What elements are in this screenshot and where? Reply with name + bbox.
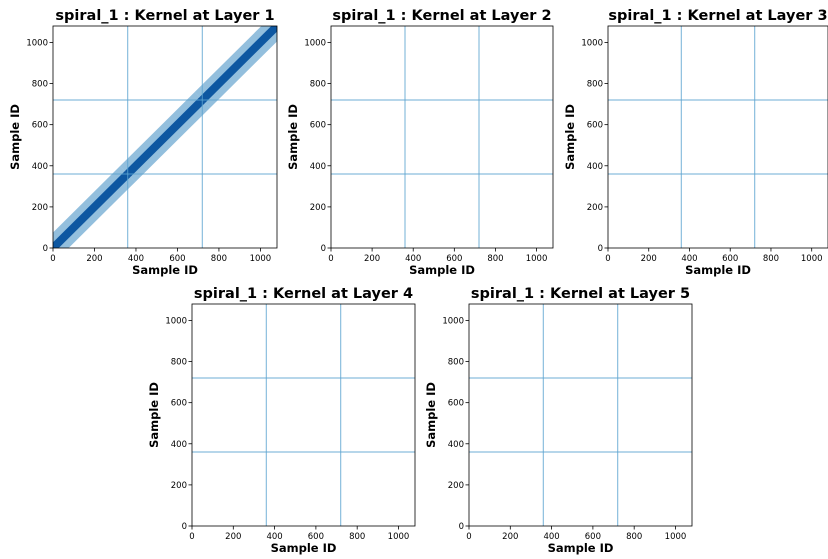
x-tick-label: 200 [364,254,380,264]
axes-frame [52,25,278,249]
y-tick-label: 200 [171,481,187,491]
y-tick-label: 1000 [26,38,48,48]
x-tick-label: 800 [487,254,503,264]
y-tick-label: 200 [310,203,326,213]
axes-frame [607,25,828,249]
x-axis-label: Sample ID [685,263,751,277]
y-tick-label: 400 [310,162,326,172]
x-tick-label: 200 [86,254,102,264]
diagonal-band-core [199,26,277,103]
axes-frame [330,25,554,249]
x-tick-label: 200 [502,532,518,542]
heatmap-panel-1: 0 200 400 600 800 1000 0 200 400 600 800 1000 spiral… [8,8,278,277]
y-tick-label: 800 [448,358,464,368]
y-tick-label: 400 [32,162,48,172]
x-axis-label: Sample ID [271,541,337,555]
y-tick-label: 0 [182,522,187,532]
heatmap-cells [608,26,828,248]
y-tick-label: 400 [171,440,187,450]
y-tick-label: 400 [448,440,464,450]
y-axis-label: Sample ID [286,104,300,170]
chart-title: spiral_1 : Kernel at Layer 5 [471,286,690,302]
x-tick-label: 1000 [665,532,687,542]
x-tick-label: 1000 [801,254,823,264]
heatmap-panel-5: 0 200 400 600 800 1000 0 200 400 600 800 1000 spiral… [424,286,693,555]
heatmap-panel-3: 0 200 400 600 800 1000 0 200 400 600 800 1000 spiral… [563,8,828,277]
heatmap-cells [331,26,553,248]
y-tick-label: 1000 [442,316,464,326]
x-tick-label: 800 [349,532,365,542]
y-axis-label: Sample ID [563,104,577,170]
y-tick-label: 800 [310,80,326,90]
heatmap-panel-2: 0 200 400 600 800 1000 0 200 400 600 800 1000 spiral… [286,8,554,277]
axes-frame [468,303,693,527]
x-tick-label: 400 [543,532,559,542]
diagonal-band-core [124,97,206,177]
y-tick-label: 800 [587,80,603,90]
x-tick-label: 0 [466,532,471,542]
y-tick-label: 1000 [581,38,603,48]
x-tick-label: 600 [169,254,185,264]
y-axis-label: Sample ID [8,104,22,170]
axes-frame [191,303,416,527]
heatmap-cells [469,304,692,526]
x-tick-label: 1000 [250,254,272,264]
y-axis-label: Sample ID [424,382,438,448]
x-tick-label: 200 [225,532,241,542]
x-tick-label: 0 [605,254,610,264]
heatmap-cells [53,26,277,248]
heatmap-cells [192,304,415,526]
y-tick-label: 600 [310,121,326,131]
y-tick-label: 600 [171,399,187,409]
x-tick-label: 800 [626,532,642,542]
y-tick-label: 400 [587,162,603,172]
x-axis-label: Sample ID [409,263,475,277]
y-tick-label: 0 [321,244,326,254]
x-tick-label: 200 [641,254,657,264]
y-tick-label: 1000 [165,316,187,326]
y-tick-label: 600 [587,121,603,131]
y-tick-label: 200 [587,203,603,213]
x-tick-label: 0 [50,254,55,264]
x-tick-label: 1000 [388,532,410,542]
chart-title: spiral_1 : Kernel at Layer 2 [332,8,551,24]
y-tick-label: 0 [459,522,464,532]
y-tick-label: 600 [448,399,464,409]
x-tick-label: 600 [585,532,601,542]
x-tick-label: 400 [266,532,282,542]
x-tick-label: 800 [211,254,227,264]
x-tick-label: 0 [189,532,194,542]
x-tick-label: 400 [128,254,144,264]
x-tick-label: 800 [763,254,779,264]
y-tick-label: 800 [32,80,48,90]
y-axis-label: Sample ID [147,382,161,448]
x-tick-label: 0 [328,254,333,264]
y-tick-label: 600 [32,121,48,131]
y-tick-label: 1000 [304,38,326,48]
y-tick-label: 200 [448,481,464,491]
x-axis-label: Sample ID [548,541,614,555]
x-tick-label: 400 [405,254,421,264]
x-tick-label: 600 [722,254,738,264]
y-tick-label: 0 [43,244,48,254]
x-tick-label: 1000 [526,254,548,264]
heatmap-panel-4: 0 200 400 600 800 1000 0 200 400 600 800 1000 spiral… [147,286,416,555]
x-tick-label: 400 [681,254,697,264]
x-tick-label: 600 [446,254,462,264]
chart-title: spiral_1 : Kernel at Layer 1 [55,8,274,24]
y-tick-label: 200 [32,203,48,213]
x-tick-label: 600 [308,532,324,542]
y-tick-label: 0 [598,244,603,254]
chart-title: spiral_1 : Kernel at Layer 4 [194,286,413,302]
y-tick-label: 800 [171,358,187,368]
chart-title: spiral_1 : Kernel at Layer 3 [608,8,827,24]
x-axis-label: Sample ID [132,263,198,277]
diagonal-band-core [53,171,131,248]
